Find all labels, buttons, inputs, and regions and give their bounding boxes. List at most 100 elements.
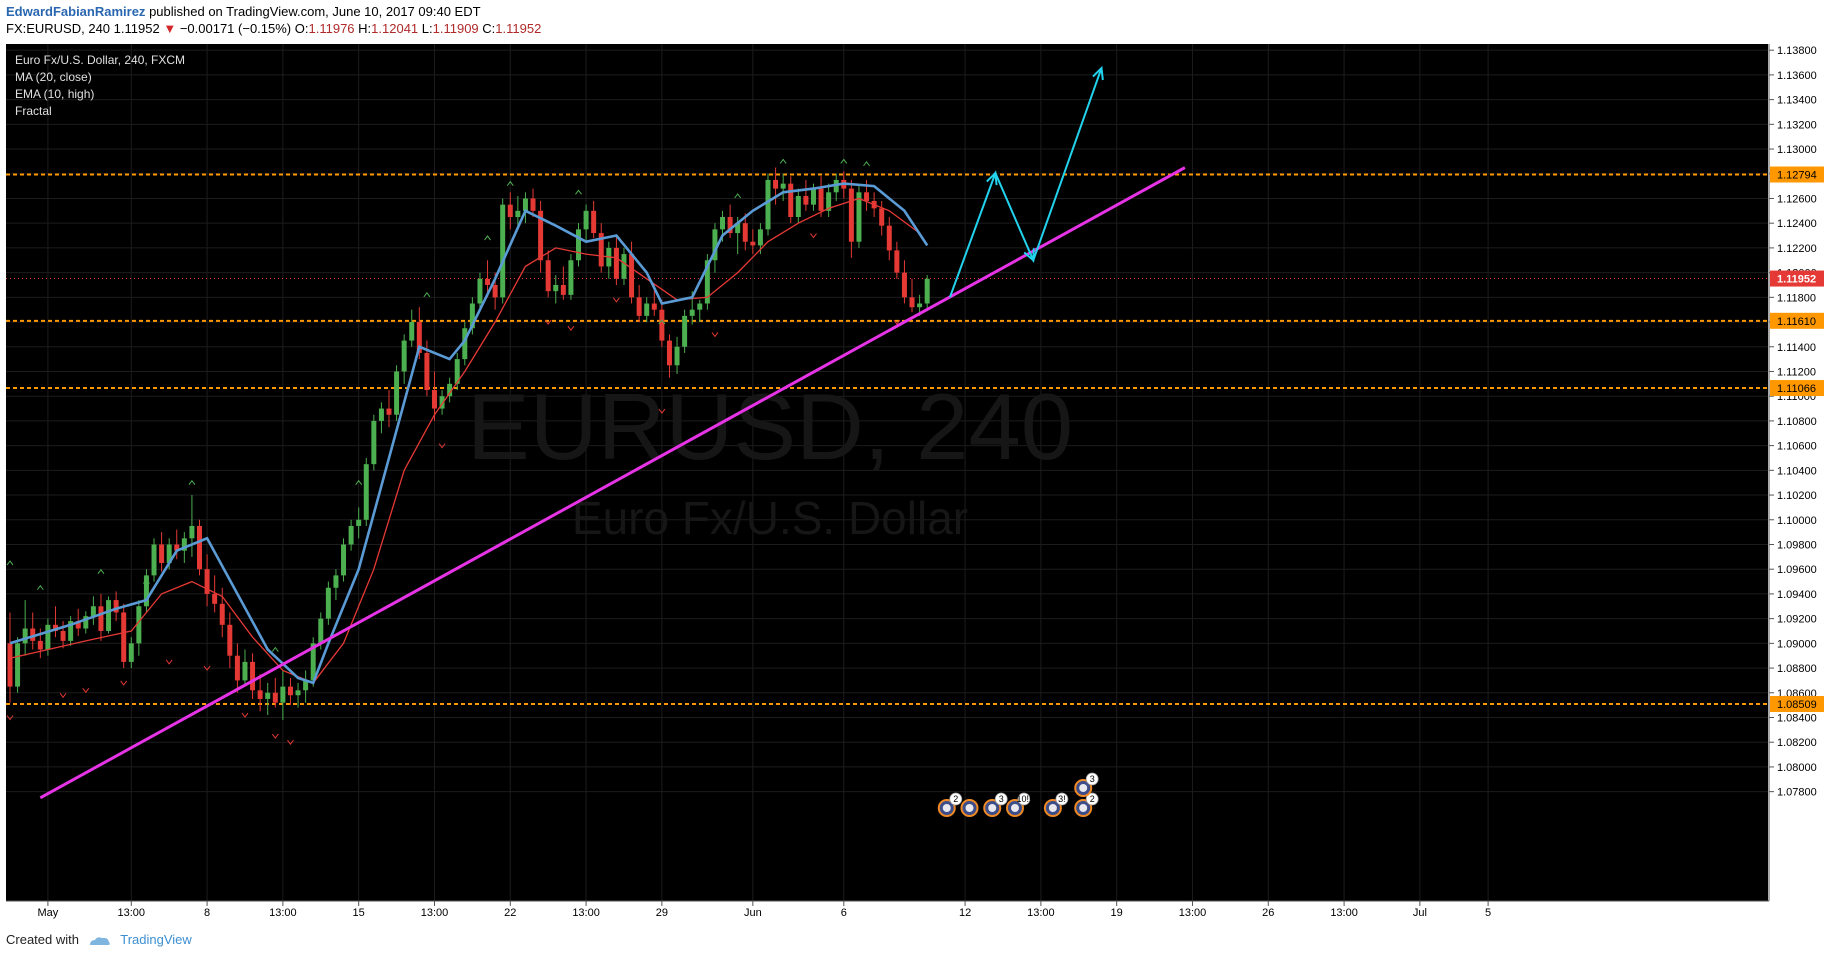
price-tick-label: 1.13800 (1777, 45, 1817, 57)
tradingview-link[interactable]: TradingView (120, 932, 192, 947)
candle-body (848, 188, 854, 242)
candle-body (788, 183, 794, 218)
economic-event-flag (942, 804, 951, 812)
price-tick-label: 1.13000 (1777, 144, 1817, 156)
price-tick-label: 1.13200 (1777, 119, 1817, 131)
time-tick-label: 13:00 (421, 907, 449, 919)
candle-body (386, 408, 392, 415)
candle-body (371, 420, 377, 465)
price-tick-label: 1.09000 (1777, 638, 1817, 650)
event-count-label: 2 (953, 794, 958, 804)
price-tick-label: 1.11400 (1777, 342, 1816, 354)
candle-body (341, 544, 347, 576)
fractal-up-marker (658, 319, 666, 325)
down-arrow-icon: ▼ (163, 21, 177, 36)
fractal-down-marker (658, 408, 666, 414)
candle-body (651, 303, 657, 310)
candle-body (128, 643, 134, 662)
fractal-down-marker (120, 680, 128, 686)
candle-body (22, 628, 28, 644)
event-count-label: 3 (999, 794, 1004, 804)
candle-body (431, 390, 437, 409)
candle-body (712, 229, 718, 261)
candle-body (500, 204, 506, 298)
chart-grid (6, 44, 1768, 901)
economic-event-flag (1079, 784, 1088, 792)
economic-event-flag (1079, 804, 1088, 812)
projection-arrowhead (1023, 248, 1035, 263)
time-tick-label: 19 (1111, 907, 1123, 919)
quote-line: FX:EURUSD, 240 1.11952 ▼ −0.00171 (−0.15… (6, 21, 541, 36)
fractal-up-marker (863, 161, 870, 167)
candle-body (83, 616, 89, 629)
candle-body (780, 183, 786, 189)
time-tick-label: 26 (1262, 907, 1274, 919)
level-price-label: 1.12794 (1777, 169, 1817, 181)
event-count-badge (1017, 792, 1031, 806)
level-price-tag (1770, 312, 1824, 329)
time-tick-label: 6 (841, 907, 847, 919)
price-tick-label: 1.13400 (1777, 95, 1817, 107)
candle-body (189, 525, 195, 539)
candle-body (742, 223, 748, 242)
candle-body (477, 278, 483, 304)
time-axis[interactable]: May 13:00 8 13:00 15 13:00 22 13:00 29 Jun 6 12 13:0… (6, 900, 1770, 922)
candle-body (864, 192, 870, 201)
candle-body (454, 359, 460, 384)
event-count-badge (949, 792, 963, 806)
candle-body (204, 569, 210, 594)
level-price-label: 1.11066 (1777, 383, 1816, 395)
candle-body (45, 624, 51, 650)
time-tick-label: Jun (744, 907, 762, 919)
open-label: O: (294, 21, 309, 36)
candle-body (803, 196, 809, 205)
price-tick-label: 1.09400 (1777, 589, 1817, 601)
price-tick-label: 1.10000 (1777, 515, 1817, 527)
level-price-label: 1.08509 (1777, 699, 1817, 711)
price-tick-label: 1.10600 (1777, 441, 1817, 453)
candle-body (674, 346, 680, 366)
last-price-label: 1.11952 (1777, 274, 1816, 286)
candle-body (181, 538, 187, 551)
candlesticks (7, 167, 930, 720)
fractal-down-marker (6, 715, 14, 721)
ma-20-line (9, 197, 920, 684)
candle-body (462, 328, 468, 360)
candle-body (826, 192, 832, 211)
candle-body (545, 260, 551, 292)
legend-ma: MA (20, close) (15, 70, 92, 84)
price-axis[interactable]: 1.138001.136001.134001.132001.130001.128… (1768, 44, 1824, 920)
level-price-tag (1770, 166, 1824, 183)
fractal-down-marker (711, 332, 719, 338)
candle-body (121, 612, 127, 662)
time-tick-label: May (38, 907, 59, 919)
candle-body (416, 322, 422, 353)
price-tick-label: 1.10200 (1777, 490, 1817, 502)
fractal-down-marker (271, 733, 279, 739)
candle-body (15, 643, 21, 687)
publish-info: published on TradingView.com, June 10, 2… (149, 4, 481, 19)
candle-body (765, 179, 771, 230)
candle-body (60, 630, 66, 641)
candle-body (576, 229, 581, 261)
projection-path (948, 67, 1103, 298)
event-count-label: 2 (1090, 794, 1095, 804)
fractal-up-marker (355, 479, 363, 485)
price-tick-label: 1.08200 (1777, 737, 1817, 749)
candle-body (257, 690, 263, 699)
candle-body (363, 464, 369, 520)
author-link[interactable]: EdwardFabianRamirez (6, 4, 146, 19)
candle-body (689, 309, 695, 316)
time-tick-label: 13:00 (118, 907, 146, 919)
candle-body (629, 254, 635, 298)
event-count-badge (1085, 792, 1099, 806)
candle-body (310, 643, 316, 681)
economic-event-flag (1010, 804, 1019, 812)
open-value: 1.11976 (308, 21, 355, 36)
drawings[interactable] (39, 65, 1186, 800)
price-chart[interactable]: EURUSD, 240 Euro Fx/U.S. Dollar 2 3 10!! 3!… (0, 44, 1824, 922)
event-markers[interactable]: 2 3 10!! 3! 2 3 (937, 772, 1099, 817)
candle-body (879, 208, 885, 226)
candle-body (151, 544, 157, 576)
candle-body (52, 624, 58, 631)
